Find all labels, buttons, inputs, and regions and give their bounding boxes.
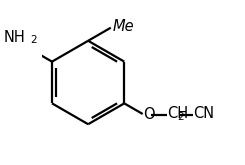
Text: 2: 2 [177, 112, 184, 122]
Text: NH: NH [4, 30, 26, 45]
Text: O: O [144, 107, 155, 122]
Text: 2: 2 [31, 35, 37, 45]
Text: Me: Me [113, 19, 135, 34]
Text: CH: CH [167, 106, 188, 121]
Text: CN: CN [193, 106, 214, 121]
